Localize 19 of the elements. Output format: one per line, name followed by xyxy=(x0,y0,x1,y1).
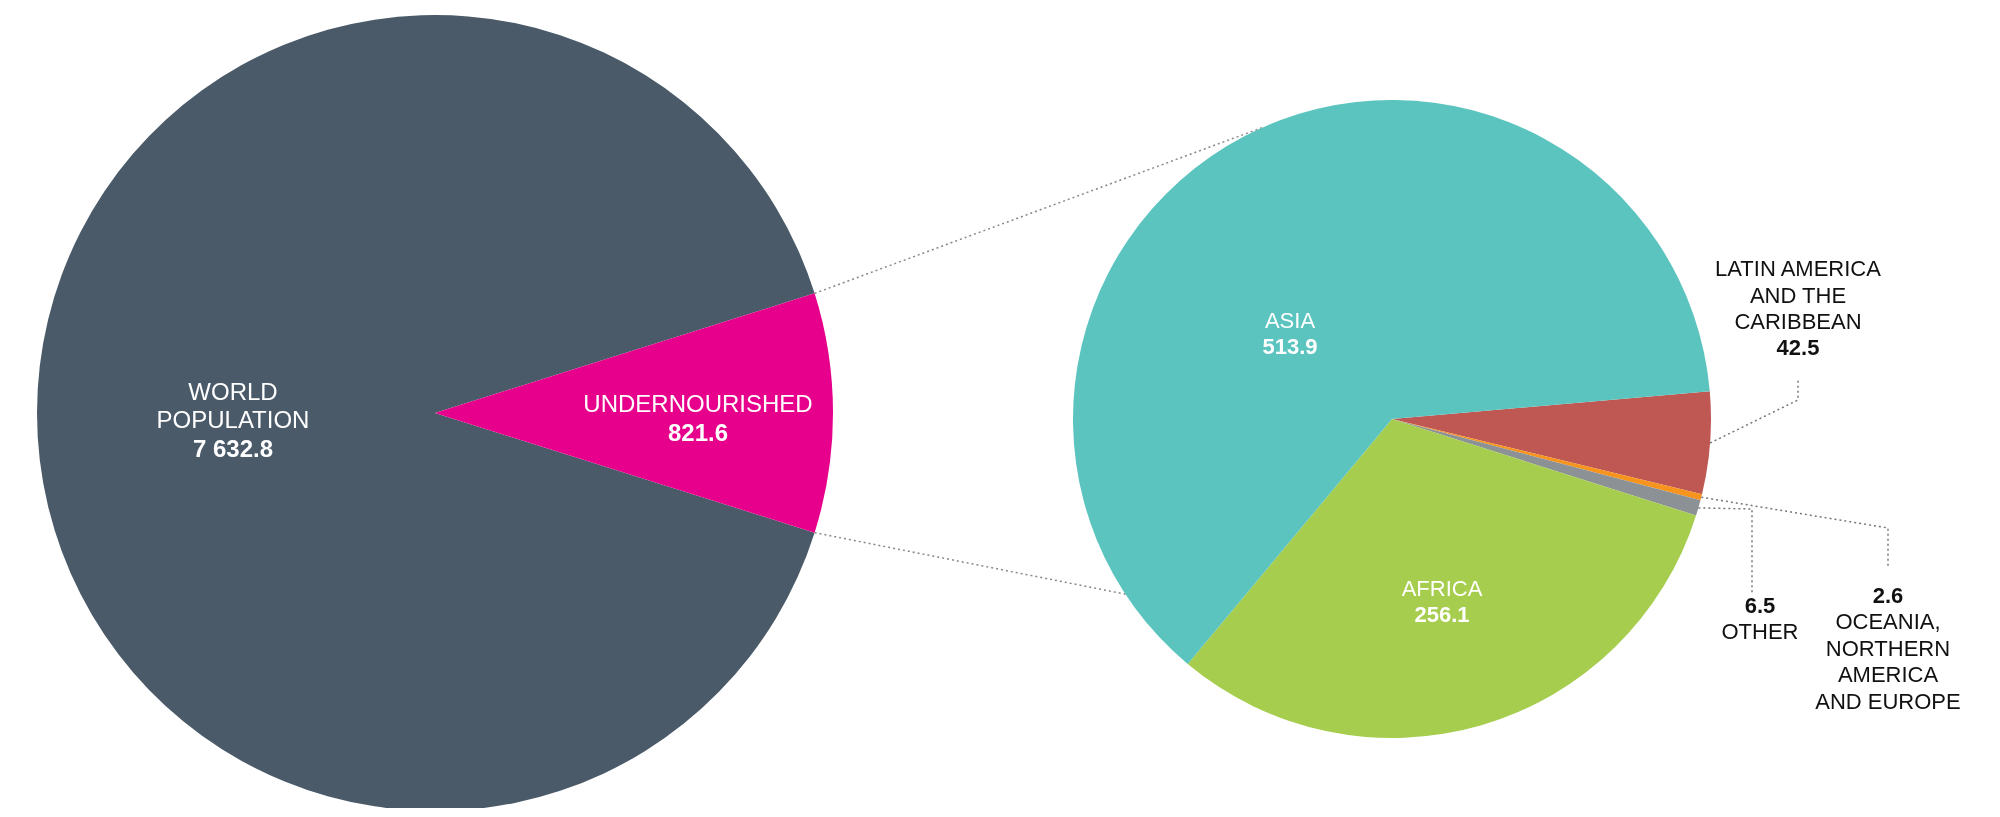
slice-label: AFRICA xyxy=(1401,575,1483,601)
pie-slice xyxy=(37,15,815,808)
slice-label: ASIA xyxy=(1264,307,1316,333)
data-label: 6.5 xyxy=(1744,592,1776,618)
slice-label: WORLD POPULATION xyxy=(156,377,310,434)
data-label: 2.6 xyxy=(1872,582,1904,608)
pie-slice xyxy=(1187,419,1697,738)
data-label: 42.5 xyxy=(1776,335,1820,361)
data-label: 256.1 xyxy=(1414,601,1470,627)
data-label: 821.6 xyxy=(667,418,729,446)
pie-slice xyxy=(1073,100,1710,664)
pie-slice xyxy=(1392,391,1711,495)
slice-label: LATIN AMERICA AND THE CARIBBEAN xyxy=(1715,256,1882,334)
data-label: 513.9 xyxy=(1262,333,1318,359)
pie-slice xyxy=(435,293,833,533)
slice-label: OCEANIA, NORTHERN AMERICA AND EUROPE xyxy=(1815,609,1961,714)
slice-label: UNDERNOURISHED xyxy=(583,390,813,417)
slice-label: OTHER xyxy=(1721,618,1799,644)
data-label: 7 632.8 xyxy=(192,435,274,463)
